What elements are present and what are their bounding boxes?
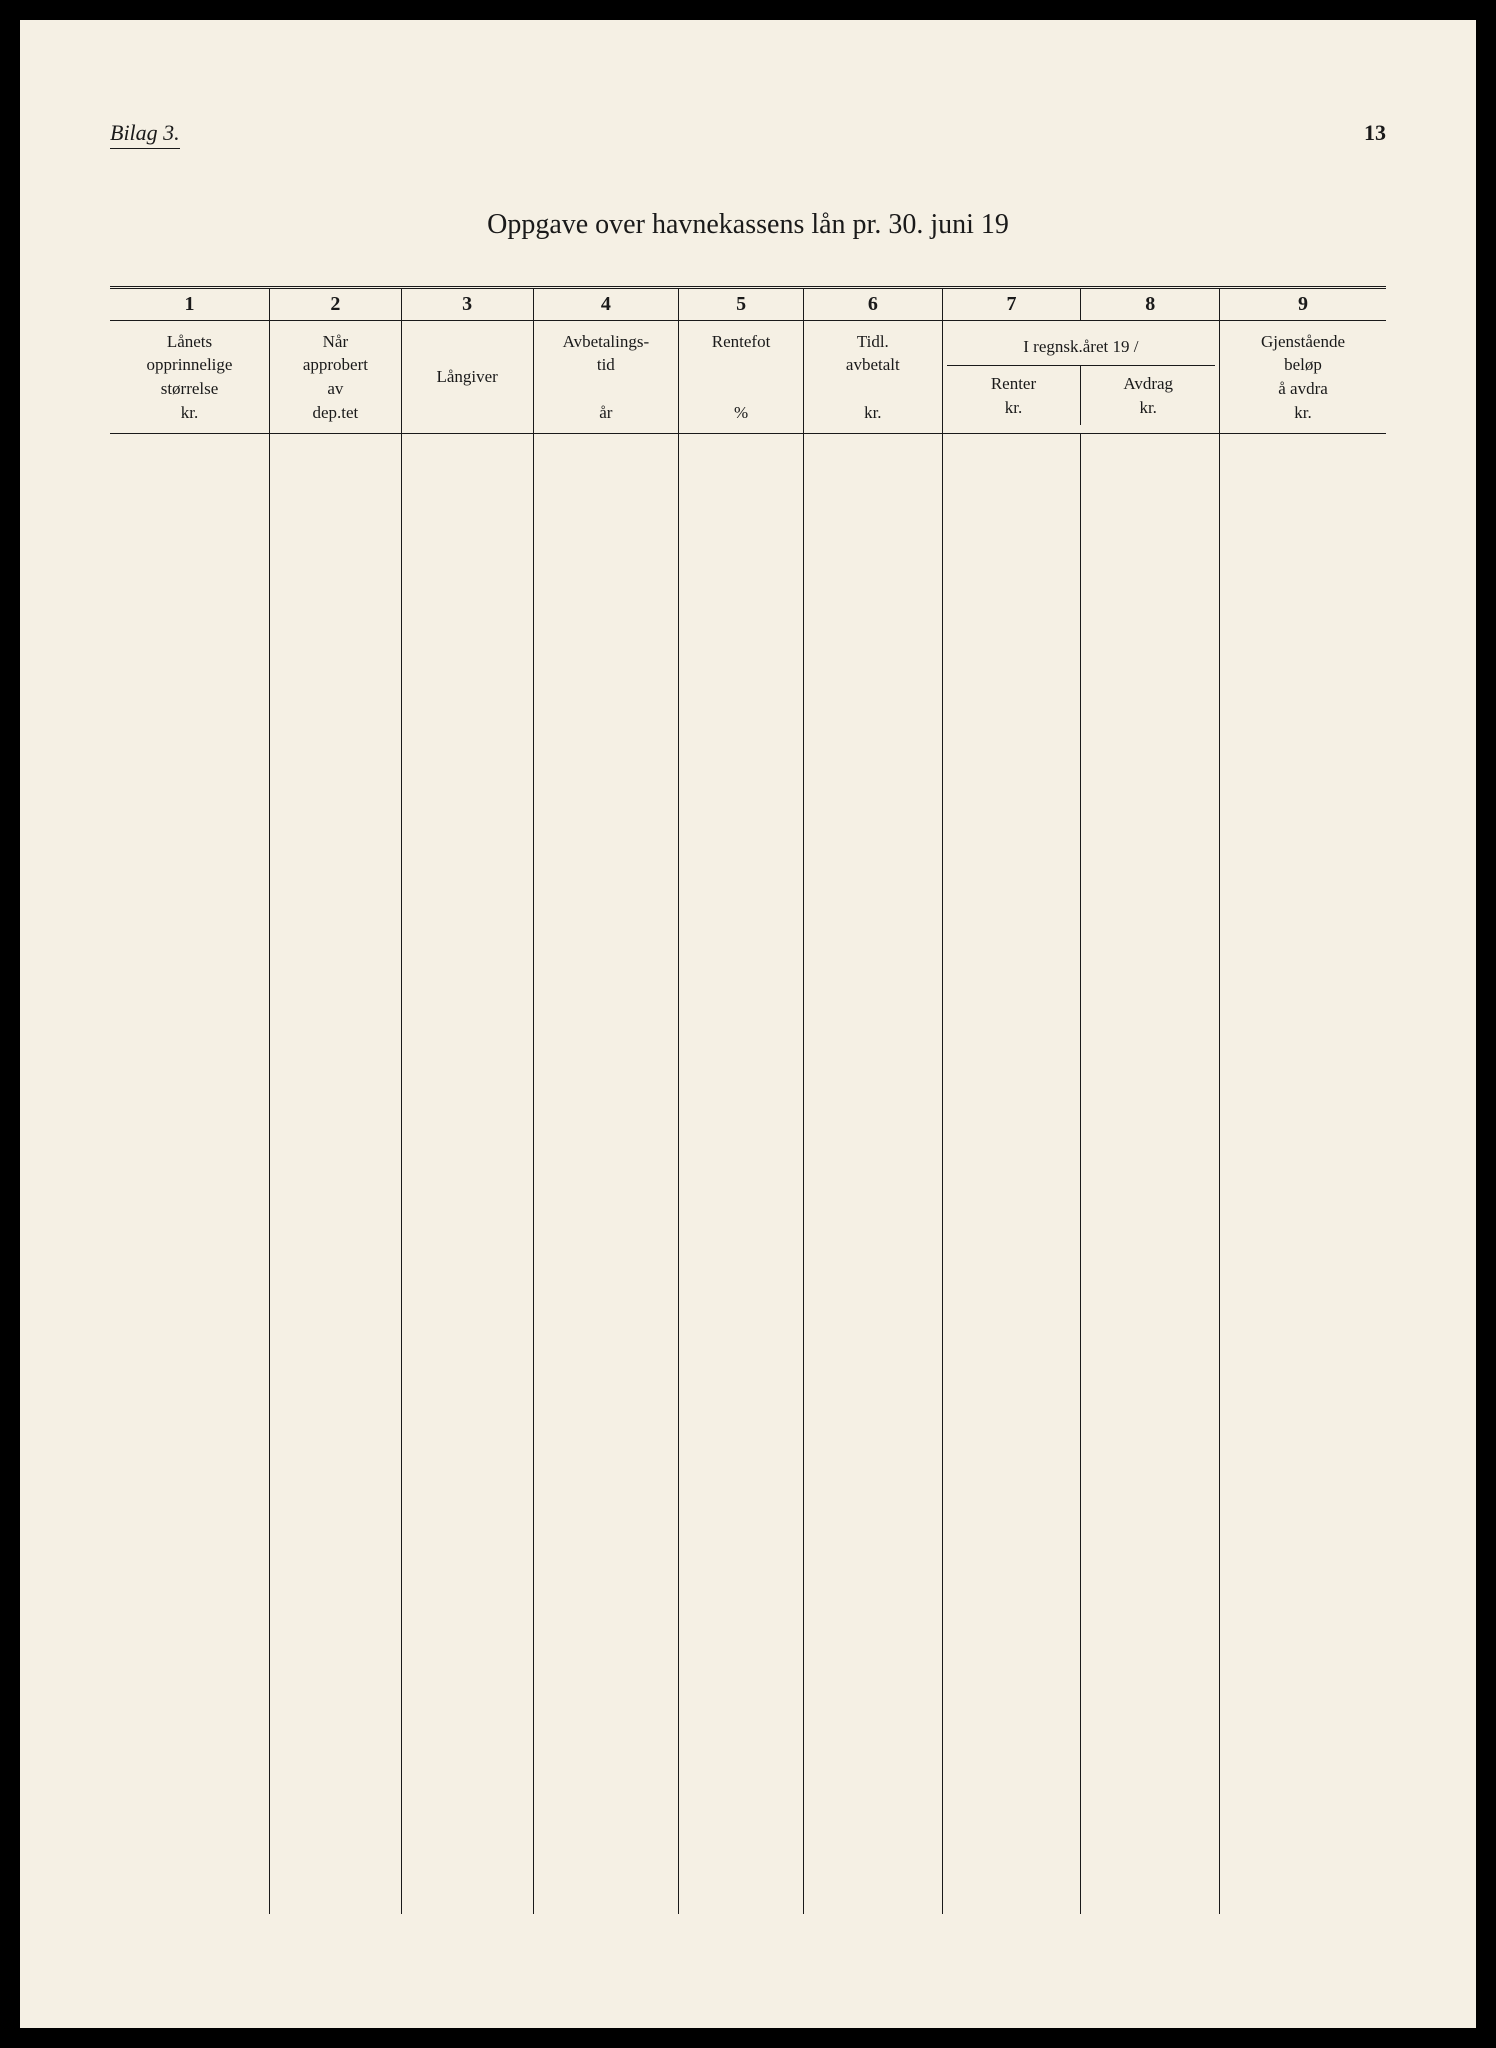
header-col8: Avdrag kr. <box>1081 365 1215 425</box>
page-header: Bilag 3. 13 <box>110 120 1386 149</box>
header-text: Avdrag <box>1123 374 1173 393</box>
body-cell-2 <box>270 434 402 1914</box>
header-text: Gjenstående <box>1261 332 1345 351</box>
header-text: av <box>327 379 343 398</box>
col-number-2: 2 <box>270 288 402 321</box>
header-text: år <box>599 403 612 422</box>
header-col78-inner: I regnsk.året 19 / Renter kr. Avdrag kr. <box>947 329 1215 425</box>
loan-table: 1 2 3 4 5 6 7 8 9 Lånets opprinnelige st… <box>110 286 1386 1914</box>
header-row: Lånets opprinnelige størrelse kr. Når ap… <box>110 321 1386 434</box>
header-col5: Rentefot % <box>679 321 804 434</box>
header-col3: Långiver <box>401 321 533 434</box>
column-number-row: 1 2 3 4 5 6 7 8 9 <box>110 288 1386 321</box>
header-col7: Renter kr. <box>947 365 1081 425</box>
body-cell-3 <box>401 434 533 1914</box>
header-text: beløp <box>1284 355 1322 374</box>
col-number-3: 3 <box>401 288 533 321</box>
header-text: Tidl. <box>857 332 889 351</box>
header-text: kr. <box>1139 398 1156 417</box>
header-text: kr. <box>864 403 881 422</box>
body-cell-4 <box>533 434 679 1914</box>
col-number-7: 7 <box>942 288 1081 321</box>
header-col1: Lånets opprinnelige størrelse kr. <box>110 321 270 434</box>
header-text: dep.tet <box>312 403 358 422</box>
header-text: Lånets <box>167 332 212 351</box>
header-col78-span: I regnsk.året 19 / <box>947 329 1215 365</box>
header-text: Långiver <box>436 367 497 386</box>
body-cell-9 <box>1220 434 1386 1914</box>
col-number-1: 1 <box>110 288 270 321</box>
col-number-5: 5 <box>679 288 804 321</box>
header-text: kr. <box>1005 398 1022 417</box>
header-text: Rentefot <box>712 332 771 351</box>
header-text: kr. <box>181 403 198 422</box>
page-title: Oppgave over havnekassens lån pr. 30. ju… <box>110 209 1386 241</box>
col-number-4: 4 <box>533 288 679 321</box>
header-text: størrelse <box>161 379 219 398</box>
page-number: 13 <box>1364 120 1386 146</box>
header-text: Renter <box>991 374 1036 393</box>
header-text: opprinnelige <box>147 355 233 374</box>
header-col9: Gjenstående beløp å avdra kr. <box>1220 321 1386 434</box>
col-number-8: 8 <box>1081 288 1220 321</box>
col-number-6: 6 <box>803 288 942 321</box>
header-col4: Avbetalings- tid år <box>533 321 679 434</box>
header-col6: Tidl. avbetalt kr. <box>803 321 942 434</box>
col-number-9: 9 <box>1220 288 1386 321</box>
loan-table-container: 1 2 3 4 5 6 7 8 9 Lånets opprinnelige st… <box>110 286 1386 1914</box>
header-text: avbetalt <box>846 355 900 374</box>
header-text: % <box>734 403 748 422</box>
header-text: Når <box>323 332 348 351</box>
table-body-row <box>110 434 1386 1914</box>
body-cell-6 <box>803 434 942 1914</box>
header-col78: I regnsk.året 19 / Renter kr. Avdrag kr. <box>942 321 1219 434</box>
header-col2: Når approbert av dep.tet <box>270 321 402 434</box>
header-text: kr. <box>1294 403 1311 422</box>
header-text: Avbetalings- <box>563 332 650 351</box>
body-cell-5 <box>679 434 804 1914</box>
bilag-label: Bilag 3. <box>110 120 180 149</box>
header-text: approbert <box>303 355 368 374</box>
document-page: Bilag 3. 13 Oppgave over havnekassens lå… <box>20 20 1476 2028</box>
body-cell-8 <box>1081 434 1220 1914</box>
body-cell-7 <box>942 434 1081 1914</box>
header-text: tid <box>597 355 615 374</box>
body-cell-1 <box>110 434 270 1914</box>
header-text: å avdra <box>1278 379 1328 398</box>
